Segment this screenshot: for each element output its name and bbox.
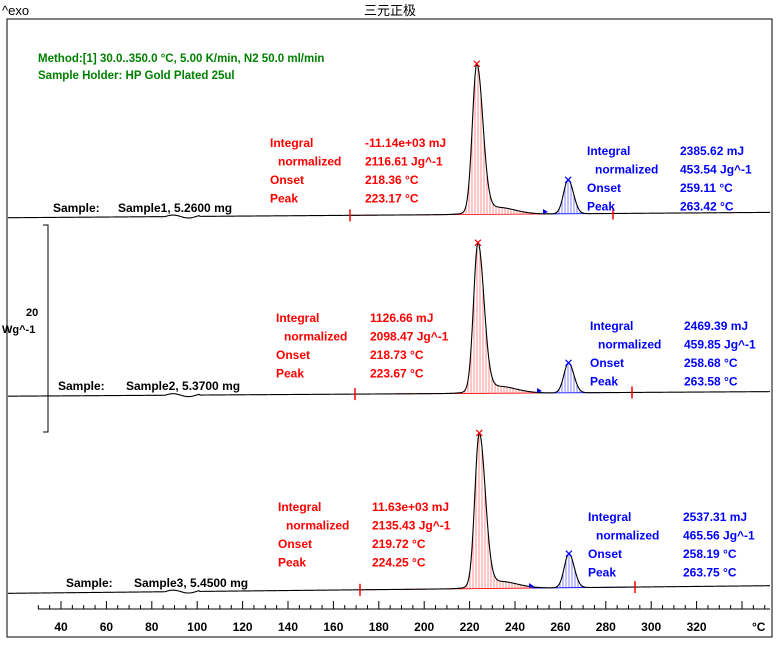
- integral2-normalized-label: normalized: [595, 163, 658, 177]
- plot-frame: [6, 18, 773, 638]
- integral1-peak-value: 224.25 °C: [372, 556, 426, 570]
- integral2-peak-value: 263.42 °C: [680, 200, 734, 214]
- sample-name: Sample1, 5.2600 mg: [118, 201, 232, 215]
- integral2-normalized-label: normalized: [596, 529, 659, 543]
- scale-value: 20: [26, 307, 38, 319]
- method-line-1: Method:[1] 30.0..350.0 °C, 5.00 K/min, N…: [38, 53, 324, 65]
- x-axis-tick-label: 320: [687, 620, 707, 634]
- integral1-onset-value: 218.73 °C: [370, 348, 424, 362]
- integral2-integral-label: Integral: [587, 144, 630, 158]
- x-axis-tick-label: 120: [233, 620, 253, 634]
- integral2-peak-label: Peak: [587, 200, 615, 214]
- integral1-peak-label: Peak: [278, 556, 306, 570]
- integral1-normalized-value: 2135.43 Jg^-1: [372, 519, 451, 533]
- scale-bar: [43, 224, 49, 433]
- second-peak-marker: [565, 359, 572, 367]
- dsc-curve-sample2: [8, 241, 771, 398]
- dsc-curve-sample1: [8, 62, 771, 219]
- integral1-onset-label: Onset: [270, 173, 304, 187]
- integral2-peak-label: Peak: [588, 566, 616, 580]
- integral2-start-marker: [543, 208, 548, 214]
- integral2-integral-value: 2385.62 mJ: [680, 144, 744, 158]
- integral1-integral-value: 11.63e+03 mJ: [372, 500, 449, 514]
- integral2-integral-label: Integral: [590, 319, 633, 333]
- x-axis-tick-label: 140: [278, 620, 298, 634]
- integral2-normalized-value: 459.85 Jg^-1: [684, 338, 756, 352]
- x-axis-unit-label: °C: [752, 620, 766, 634]
- sample-label: Sample:: [58, 379, 105, 393]
- main-peak-marker: [473, 60, 481, 68]
- integral2-normalized-label: normalized: [598, 338, 661, 352]
- integral2-onset-label: Onset: [587, 181, 621, 195]
- method-line-2: Sample Holder: HP Gold Plated 25ul: [38, 70, 235, 82]
- chart-title: 三元正极: [364, 3, 416, 18]
- integral2-normalized-value: 465.56 Jg^-1: [683, 529, 755, 543]
- integral2-onset-value: 258.68 °C: [684, 356, 738, 370]
- dsc-curves: Sample: Sample1, 5.2600 mg Integral -11.14e…: [7, 60, 771, 596]
- sample-label: Sample:: [66, 576, 113, 590]
- integral2-onset-label: Onset: [588, 547, 622, 561]
- integral2-onset-label: Onset: [590, 356, 624, 370]
- integral1-normalized-value: 2098.47 Jg^-1: [370, 330, 449, 344]
- second-peak-marker: [564, 176, 572, 184]
- exo-label: ^exo: [2, 3, 29, 18]
- main-peak-marker: [475, 429, 483, 437]
- integral2-integral-value: 2537.31 mJ: [683, 510, 747, 524]
- x-axis-tick-label: 160: [323, 620, 343, 634]
- integral1-normalized-label: normalized: [278, 155, 341, 169]
- x-axis-tick-label: 220: [460, 620, 480, 634]
- x-axis-tick-label: 40: [54, 620, 68, 634]
- x-axis-tick-labels: 40 60 80 100 120 140 160 180 200 220 240 260 280 300 3…: [54, 620, 707, 634]
- x-axis-tick-label: 300: [641, 620, 661, 634]
- integral2-peak-value: 263.58 °C: [684, 375, 738, 389]
- integral1-onset-value: 219.72 °C: [372, 537, 426, 551]
- x-axis-tick-label: 200: [414, 620, 434, 634]
- sample-label: Sample:: [53, 201, 100, 215]
- integral2-integral-label: Integral: [588, 510, 631, 524]
- x-axis-tick-label: 280: [596, 620, 616, 634]
- integral1-onset-label: Onset: [278, 537, 312, 551]
- sample-name: Sample2, 5.3700 mg: [126, 379, 240, 393]
- sample-name: Sample3, 5.4500 mg: [134, 576, 248, 590]
- x-axis-tick-label: 80: [145, 620, 159, 634]
- integral1-integral-label: Integral: [278, 500, 321, 514]
- integral1-onset-label: Onset: [276, 348, 310, 362]
- integral2-onset-value: 259.11 °C: [680, 181, 733, 195]
- integral1-onset-value: 218.36 °C: [365, 173, 419, 187]
- integral2-peak-label: Peak: [590, 375, 618, 389]
- integral1-peak-value: 223.17 °C: [365, 192, 419, 206]
- integral1-peak-label: Peak: [270, 192, 298, 206]
- integral2-start-marker: [529, 583, 534, 589]
- integral1-integral-label: Integral: [270, 136, 313, 150]
- integral1-integral-value: 1126.66 mJ: [370, 311, 433, 325]
- integral1-normalized-label: normalized: [286, 519, 349, 533]
- integral2-peak-value: 263.75 °C: [683, 566, 737, 580]
- integral2-integral-value: 2469.39 mJ: [684, 319, 748, 333]
- x-axis-tick-label: 180: [369, 620, 389, 634]
- main-peak-marker: [474, 239, 482, 247]
- integral1-integral-label: Integral: [276, 311, 319, 325]
- integral1-normalized-label: normalized: [284, 330, 347, 344]
- x-axis-tick-label: 100: [187, 620, 207, 634]
- integral1-peak-value: 223.67 °C: [370, 367, 424, 381]
- x-axis-ticks: [37, 601, 766, 609]
- x-axis-tick-label: 260: [550, 620, 570, 634]
- integral1-integral-value: -11.14e+03 mJ: [365, 136, 446, 150]
- integral2-onset-value: 258.19 °C: [683, 547, 737, 561]
- x-axis-tick-label: 240: [505, 620, 525, 634]
- scale-unit: Wg^-1: [2, 324, 35, 336]
- integral1-normalized-value: 2116.61 Jg^-1: [365, 155, 443, 169]
- integral2-normalized-value: 453.54 Jg^-1: [680, 163, 752, 177]
- integral1-peak-label: Peak: [276, 367, 304, 381]
- dsc-curve-sample3: [7, 432, 771, 594]
- integral2-start-marker: [537, 388, 542, 393]
- second-peak-marker: [565, 550, 573, 558]
- x-axis-tick-label: 60: [100, 620, 114, 634]
